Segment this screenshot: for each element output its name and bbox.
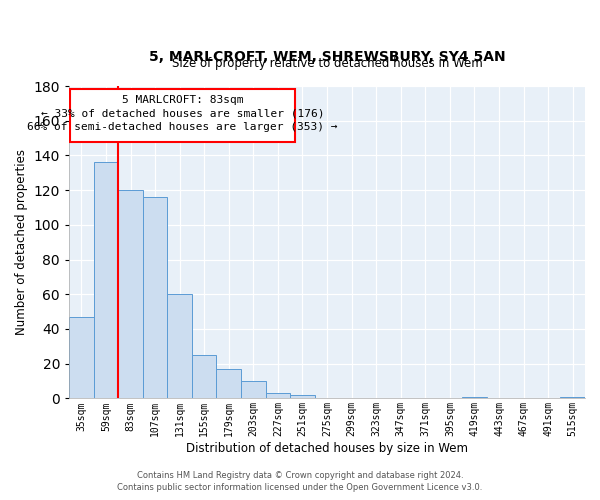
Bar (462, 396, 487, 398)
Title: 5, MARLCROFT, WEM, SHREWSBURY, SY4 5AN: 5, MARLCROFT, WEM, SHREWSBURY, SY4 5AN (149, 50, 505, 64)
Bar (290, 395, 315, 398)
Bar (192, 355, 217, 399)
FancyBboxPatch shape (70, 90, 295, 142)
Text: Size of property relative to detached houses in Wem: Size of property relative to detached ho… (172, 58, 482, 70)
Bar (143, 197, 167, 398)
Bar (167, 294, 192, 399)
Text: Contains HM Land Registry data © Crown copyright and database right 2024.
Contai: Contains HM Land Registry data © Crown c… (118, 471, 482, 492)
Bar (69, 317, 94, 398)
Bar (241, 381, 266, 398)
Text: 5 MARLCROFT: 83sqm: 5 MARLCROFT: 83sqm (122, 94, 244, 104)
Text: ← 33% of detached houses are smaller (176): ← 33% of detached houses are smaller (17… (41, 108, 325, 118)
Y-axis label: Number of detached properties: Number of detached properties (15, 149, 28, 335)
Bar (266, 393, 290, 398)
Bar (560, 396, 585, 398)
Bar (94, 162, 118, 398)
Bar (118, 190, 143, 398)
Bar (217, 369, 241, 398)
Text: 66% of semi-detached houses are larger (353) →: 66% of semi-detached houses are larger (… (28, 122, 338, 132)
X-axis label: Distribution of detached houses by size in Wem: Distribution of detached houses by size … (186, 442, 468, 455)
